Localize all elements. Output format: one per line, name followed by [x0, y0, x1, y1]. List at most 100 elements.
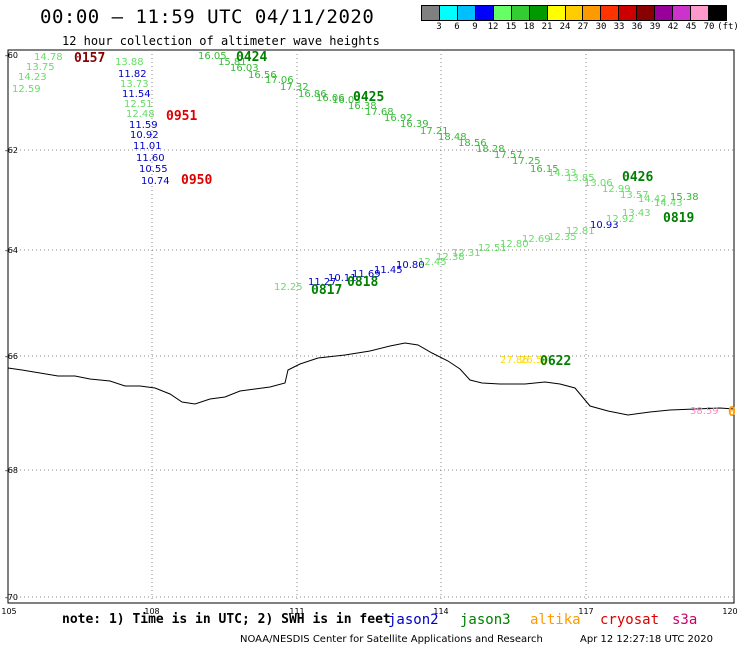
latitude-label: -62	[5, 146, 18, 155]
wave-height-value: 12.80	[500, 239, 529, 250]
legend-tick-label: 12	[487, 22, 499, 32]
wave-height-value: 16.06	[316, 93, 345, 104]
wave-height-value: 10.93	[590, 220, 619, 231]
pass-time-label: 0819	[663, 211, 694, 226]
legend-swatch	[547, 6, 566, 20]
legend-swatch	[565, 6, 584, 20]
legend-tick-label: 30	[595, 22, 607, 32]
legend-s3a: s3a	[672, 612, 698, 628]
legend-swatch	[493, 6, 512, 20]
wave-height-value: 13.06	[584, 178, 613, 189]
legend-altika: altika	[530, 612, 581, 628]
longitude-label: 108	[144, 607, 159, 616]
units-note: note: 1) Time is in UTC; 2) SWH is in fe…	[62, 612, 391, 627]
wave-height-value: 12.99	[602, 184, 631, 195]
pass-time-label: 0424	[236, 50, 267, 65]
latitude-label: -70	[5, 593, 18, 602]
pass-time-label: 0426	[622, 170, 653, 185]
wave-height-value: 12.51	[124, 99, 153, 110]
legend-tick-label: 6	[454, 22, 460, 32]
wave-height-value: 16.03	[230, 63, 259, 74]
longitude-label: 114	[433, 607, 448, 616]
legend-swatch	[439, 6, 458, 20]
latitude-label: -60	[5, 51, 18, 60]
wave-height-value: 11.82	[118, 69, 147, 80]
wave-height-value: 11.69	[352, 269, 381, 280]
longitude-label: 111	[289, 607, 304, 616]
wave-height-value: 12.35	[548, 232, 577, 243]
legend-tick-label: 15	[505, 22, 517, 32]
wave-height-value: 13.85	[566, 173, 595, 184]
wave-height-value: 18.28	[476, 144, 505, 155]
wave-height-value: 16.86	[298, 89, 327, 100]
wave-height-value: 12.38	[436, 252, 465, 263]
legend-swatch	[529, 6, 548, 20]
wave-height-value: 14.23	[18, 72, 47, 83]
wave-height-value: 17.57	[494, 150, 523, 161]
legend-tick-label: 42	[667, 22, 679, 32]
legend-tick-label: 27	[577, 22, 589, 32]
wave-height-value: 13.75	[26, 62, 55, 73]
latitude-label: -68	[5, 466, 18, 475]
latitude-label: -64	[5, 246, 18, 255]
legend-tick-label: 33	[613, 22, 625, 32]
wave-height-value: 12.81	[566, 226, 595, 237]
wave-height-value: 11.59	[129, 120, 158, 131]
color-scale-labels: 3 6 9 12 15 18 21 24 27 30 33 36 39 42 45 70 (ft)	[421, 22, 740, 34]
wave-height-value: 10.80	[396, 260, 425, 271]
wave-height-value: 17.68	[365, 107, 394, 118]
color-scale-legend	[421, 5, 727, 21]
wave-height-value: 13.57	[620, 190, 649, 201]
wave-height-value: 11.45	[374, 265, 403, 276]
wave-height-value: 12.59	[12, 84, 41, 95]
wave-height-value: 26.50	[520, 355, 549, 366]
wave-height-value: 11.01	[133, 141, 162, 152]
graticule	[8, 50, 734, 603]
map-title: 00:00 – 11:59 UTC 04/11/2020	[40, 6, 375, 28]
wave-height-value: 38.59	[690, 406, 719, 417]
wave-height-value: 12.25	[274, 282, 303, 293]
wave-height-value: 12.69	[522, 234, 551, 245]
legend-swatch	[457, 6, 476, 20]
legend-tick-label: 36	[631, 22, 643, 32]
wave-height-value: 16.03	[332, 95, 361, 106]
pass-time-labels: 0157 0951 0950 0424 0425 0426 0819 0817 0818 0622…	[74, 50, 736, 420]
wave-height-value: 15.81	[218, 57, 247, 68]
wave-height-value: 16.39	[400, 119, 429, 130]
legend-tick-label: 45	[685, 22, 697, 32]
pass-time-label: 0818	[347, 275, 378, 290]
map-subtitle: 12 hour collection of altimeter wave hei…	[62, 34, 380, 48]
legend-tick-label: 18	[523, 22, 535, 32]
pass-time-label: 0	[728, 405, 736, 420]
wave-height-value: 10.92	[130, 130, 159, 141]
wave-height-value: 13.73	[120, 79, 149, 90]
wave-height-value: 14.43	[654, 198, 683, 209]
wave-height-value: 17.06	[265, 75, 294, 86]
legend-tick-label: 24	[559, 22, 571, 32]
wave-height-value: 10.55	[139, 164, 168, 175]
legend-tick-label: 21	[541, 22, 553, 32]
wave-height-value: 10.74	[141, 176, 170, 187]
legend-unit-label: (ft)	[717, 22, 739, 32]
legend-tick-label: 39	[649, 22, 661, 32]
wave-height-value: 12.45	[418, 257, 447, 268]
wave-height-value: 11.54	[122, 89, 151, 100]
wave-height-value: 16.38	[348, 101, 377, 112]
pass-time-label: 0951	[166, 109, 197, 124]
antarctic-coastline	[7, 342, 735, 416]
wave-height-value: 14.33	[548, 168, 577, 179]
wave-height-value: 13.88	[115, 57, 144, 68]
longitude-label: 105	[1, 607, 16, 616]
wave-height-value: 10.11	[328, 273, 357, 284]
wave-height-value: 12.51	[478, 243, 507, 254]
wave-height-value: 12.92	[606, 214, 635, 225]
wave-height-value: 11.27	[308, 277, 337, 288]
wave-height-value: 11.60	[136, 153, 165, 164]
wave-height-value: 18.56	[458, 138, 487, 149]
legend-swatch	[511, 6, 530, 20]
wave-height-value: 17.25	[512, 156, 541, 167]
wave-height-value: 16.15	[530, 164, 559, 175]
map-frame	[7, 49, 735, 604]
